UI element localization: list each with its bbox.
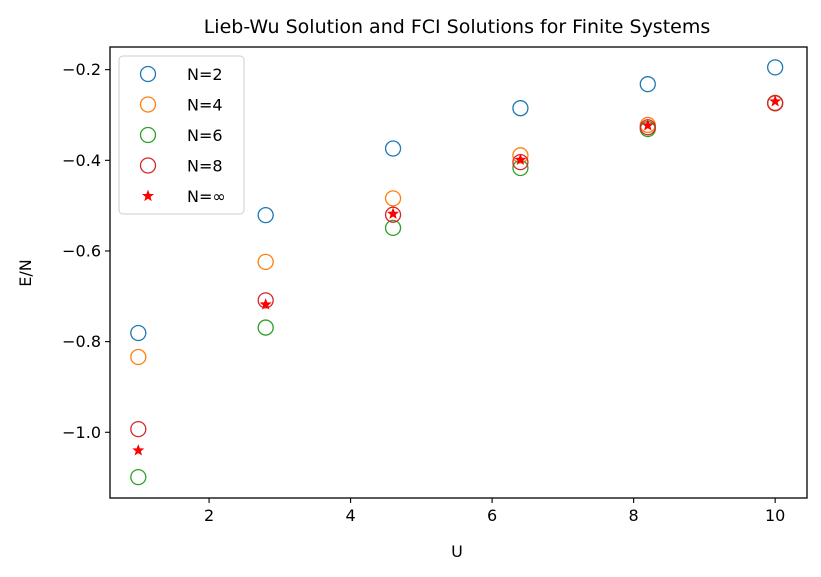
x-axis-label: U: [451, 542, 463, 561]
series-layer: [130, 59, 784, 486]
data-point: [639, 76, 656, 93]
legend-label: N=4: [187, 96, 223, 115]
data-point: [130, 468, 147, 486]
series-0: [130, 59, 784, 342]
x-axis: 2 4 6 8 10: [204, 498, 785, 525]
data-point: [384, 190, 402, 207]
y-tick-label: −0.8: [62, 332, 101, 351]
legend-item: N=8: [139, 157, 223, 176]
data-point: [132, 444, 145, 456]
data-point: [257, 207, 274, 224]
data-point: [130, 324, 147, 342]
x-tick-label: 4: [345, 506, 355, 525]
legend-marker: [139, 126, 157, 144]
data-point: [387, 207, 400, 219]
y-tick-label: −0.2: [62, 60, 101, 79]
legend-item: N=4: [139, 96, 223, 115]
data-point: [130, 348, 147, 366]
data-point: [130, 420, 147, 438]
legend-label: N=6: [187, 126, 223, 145]
data-point: [384, 140, 402, 157]
legend-box: [118, 55, 245, 215]
legend-item: N=∞: [141, 187, 226, 206]
legend-marker: [139, 157, 157, 174]
data-point: [384, 219, 402, 237]
y-axis-label: E/N: [16, 259, 35, 286]
y-axis: −1.0 −0.8 −0.6 −0.4 −0.2: [62, 60, 110, 442]
x-tick-label: 6: [487, 506, 497, 525]
legend-marker: [141, 189, 155, 202]
axes-frame: [109, 46, 808, 499]
y-tick-label: −0.4: [62, 151, 101, 170]
data-point: [514, 153, 527, 165]
data-point: [259, 298, 272, 310]
data-point: [767, 59, 784, 76]
y-tick-label: −1.0: [62, 423, 101, 442]
data-point: [769, 95, 782, 107]
series-4: [132, 95, 782, 456]
data-point: [512, 147, 529, 164]
data-point: [257, 292, 274, 309]
chart-title: Lieb-Wu Solution and FCI Solutions for F…: [204, 16, 711, 38]
data-point: [257, 319, 274, 336]
data-point: [257, 253, 274, 270]
legend-item: N=2: [139, 65, 223, 84]
x-tick-label: 10: [765, 506, 785, 525]
y-tick-label: −0.6: [62, 241, 101, 260]
x-tick-label: 2: [204, 506, 214, 525]
legend-marker: [139, 65, 157, 83]
legend-label: N=∞: [187, 187, 226, 206]
data-point: [384, 206, 402, 223]
data-point: [512, 100, 529, 117]
legend-label: N=2: [187, 65, 223, 84]
legend-label: N=8: [187, 157, 223, 176]
legend: N=2 N=4 N=6 N=8 N=∞: [118, 55, 245, 215]
data-point: [641, 119, 654, 131]
legend-item: N=6: [139, 126, 223, 145]
x-tick-label: 8: [629, 506, 639, 525]
legend-marker: [139, 96, 157, 113]
